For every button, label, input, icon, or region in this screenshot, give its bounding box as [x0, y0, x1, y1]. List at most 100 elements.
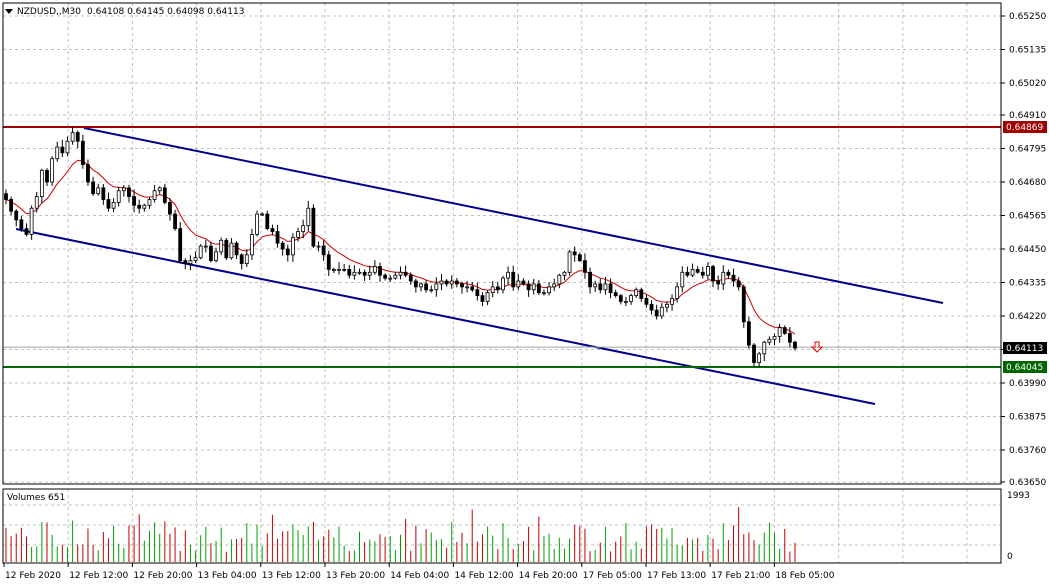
x-tick-label: 14 Feb 04:00 [390, 571, 449, 581]
candle-body [321, 245, 326, 256]
candle-body [741, 286, 746, 323]
y-tick-label: 0.64335 [1009, 278, 1046, 288]
candle-body [352, 271, 357, 276]
candle-body [460, 283, 464, 288]
candle-body [296, 231, 300, 238]
candle-body [644, 298, 649, 305]
x-tick-label: 18 Feb 05:00 [775, 571, 834, 581]
candle-body [408, 274, 413, 282]
x-tick-label: 14 Feb 12:00 [454, 571, 513, 581]
y-tick-label: 0.64680 [1009, 178, 1046, 188]
candle-body [670, 298, 674, 305]
candle-body [398, 271, 403, 276]
candle-body [475, 289, 480, 296]
x-tick-label: 17 Feb 13:00 [647, 571, 706, 581]
y-tick-label: 0.64450 [1009, 245, 1046, 255]
candle-body [675, 286, 680, 299]
candle-body [603, 283, 608, 291]
y-tick-label: 0.63760 [1009, 446, 1046, 456]
candle-body [60, 146, 65, 154]
candle-body [588, 271, 592, 288]
candle-body [403, 271, 408, 276]
candle-body [716, 280, 721, 285]
candle-body [388, 277, 393, 280]
candle-body [572, 251, 577, 256]
candle-body [203, 245, 208, 248]
channel-upper-line [83, 127, 944, 304]
candle-body [629, 295, 633, 302]
x-tick-label: 12 Feb 12:00 [69, 571, 128, 581]
x-tick-label: 13 Feb 12:00 [262, 571, 321, 581]
candle-body [552, 283, 557, 288]
candle-body [260, 213, 265, 216]
candle-body [367, 271, 372, 276]
candle-body [106, 199, 111, 209]
candle-body [65, 140, 70, 154]
candle-body [465, 286, 470, 289]
y-tick-label: 0.64795 [1009, 145, 1046, 155]
candle-body [188, 260, 193, 264]
candle-body [337, 268, 341, 271]
candle-body [583, 260, 587, 273]
candle-body [347, 268, 352, 276]
candle-body [127, 187, 131, 197]
candle-body [234, 242, 239, 256]
candle-body [14, 210, 19, 221]
price-panel-frame [2, 2, 1002, 485]
candle-body [147, 199, 152, 206]
candle-body [757, 353, 762, 363]
candle-body [695, 268, 700, 273]
candle-body [777, 327, 782, 337]
candle-body [9, 199, 14, 212]
volume-label: Volumes 651 [7, 493, 65, 503]
candle-body [173, 213, 177, 230]
candle-body [162, 187, 167, 203]
candle-body [250, 234, 254, 256]
candle-body [680, 271, 685, 288]
volume-max-label: 1993 [1007, 491, 1030, 501]
candle-body [634, 289, 639, 296]
candle-body [480, 295, 485, 302]
candle-body [690, 268, 695, 276]
candle-body [219, 239, 224, 253]
candle-body [470, 286, 475, 291]
candle-body [562, 271, 567, 276]
candle-body [787, 333, 792, 343]
y-tick-label: 0.65020 [1009, 79, 1046, 89]
candle-body [665, 303, 669, 308]
candle-body [96, 187, 101, 195]
x-tick-label: 13 Feb 20:00 [326, 571, 385, 581]
candle-body [55, 146, 60, 160]
candle-body [19, 219, 24, 230]
candle-body [280, 242, 285, 250]
candle-body [598, 283, 603, 291]
symbol-dropdown-icon[interactable] [5, 9, 13, 14]
candle-body [721, 271, 726, 285]
candle-body [45, 169, 49, 183]
candle-body [301, 225, 306, 232]
down-arrow-icon [810, 341, 824, 353]
candle-body [29, 207, 34, 235]
candle-body [132, 196, 136, 206]
candle-body [270, 228, 275, 232]
candle-body [311, 207, 316, 247]
y-tick-label: 0.65135 [1009, 45, 1046, 55]
candle-body [80, 140, 85, 165]
candle-body [762, 341, 767, 355]
x-tick-label: 17 Feb 21:00 [711, 571, 770, 581]
candlestick-series [4, 126, 797, 368]
candle-body [736, 280, 741, 288]
candle-body [419, 283, 423, 288]
candle-body [700, 271, 705, 276]
candle-body [70, 132, 75, 142]
x-tick-label: 14 Feb 20:00 [519, 571, 578, 581]
candle-body [86, 164, 90, 183]
x-tick-label: 12 Feb 2020 [5, 571, 61, 581]
channel-lower-line [15, 228, 876, 405]
candle-body [75, 132, 80, 142]
candle-body [265, 213, 270, 230]
candle-body [372, 266, 377, 273]
candle-body [557, 274, 562, 285]
candle-body [255, 213, 259, 235]
candle-body [306, 207, 311, 227]
